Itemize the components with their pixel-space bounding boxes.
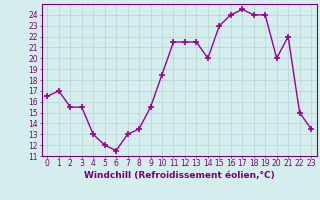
- X-axis label: Windchill (Refroidissement éolien,°C): Windchill (Refroidissement éolien,°C): [84, 171, 275, 180]
